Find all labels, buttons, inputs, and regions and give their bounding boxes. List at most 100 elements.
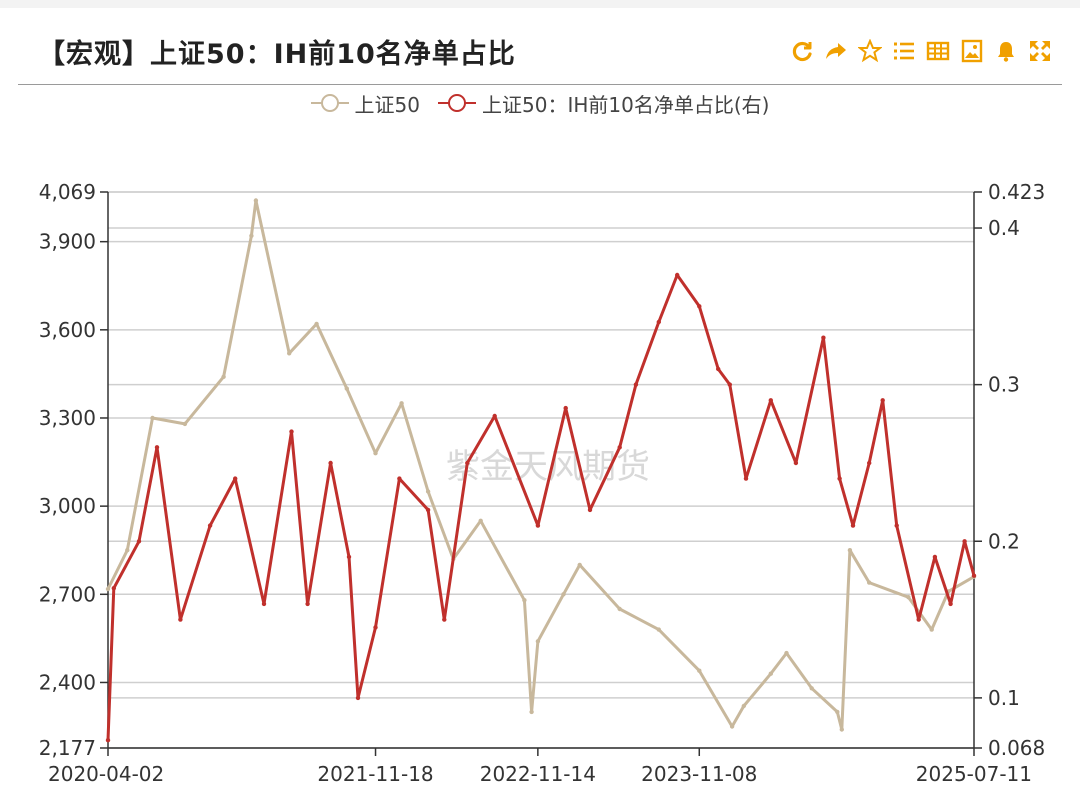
chart-toolbar (789, 38, 1052, 63)
left-tick-label: 2,700 (39, 582, 96, 606)
data-point-ih-net-ratio (880, 398, 885, 403)
data-point-ih-net-ratio (587, 507, 593, 513)
data-point-ih-net-ratio (793, 460, 799, 466)
data-point-ih-net-ratio (656, 319, 661, 325)
data-point-sse50 (182, 421, 188, 427)
right-tick-label: 0.4 (988, 216, 1020, 240)
image-icon[interactable] (959, 38, 984, 63)
left-tick-label: 3,600 (39, 318, 96, 342)
data-point-ih-net-ratio (894, 523, 899, 528)
data-point-sse50 (125, 548, 130, 553)
data-point-ih-net-ratio (850, 523, 856, 528)
x-tick-label: 2025-07-11 (916, 762, 1032, 786)
data-point-sse50 (535, 639, 541, 644)
data-point-ih-net-ratio (207, 523, 213, 528)
table-icon[interactable] (925, 38, 950, 63)
title-divider (18, 84, 1062, 85)
data-point-ih-net-ratio (633, 382, 639, 387)
tick-labels: 2,177 2,400 2,700 3,000 3,300 3,600 3,900 4,069… (39, 180, 1046, 786)
legend-marker-ih-net-ratio (438, 94, 476, 112)
data-point-sse50 (847, 548, 853, 553)
bell-icon[interactable] (993, 38, 1018, 63)
left-tick-label: 2,400 (39, 670, 96, 694)
data-point-ih-net-ratio (442, 617, 447, 622)
data-point-ih-net-ratio (178, 617, 183, 622)
data-point-ih-net-ratio (465, 460, 470, 466)
data-point-sse50 (835, 709, 840, 715)
data-point-ih-net-ratio (397, 476, 402, 481)
data-point-ih-net-ratio (261, 601, 267, 607)
right-tick-label: 0.423 (988, 180, 1045, 204)
legend-label-ih-net-ratio: 上证50：IH前10名净单占比(右) (482, 92, 770, 117)
x-tick-label: 2022-11-14 (480, 762, 596, 786)
data-point-sse50 (344, 386, 349, 391)
star-icon[interactable] (857, 38, 882, 63)
legend-label-sse50: 上证50 (354, 92, 420, 117)
data-point-sse50 (287, 351, 292, 356)
left-tick-label: 3,300 (39, 406, 96, 430)
data-point-ih-net-ratio (563, 405, 568, 411)
data-point-sse50 (529, 709, 534, 715)
legend-item-ih-net-ratio[interactable]: 上证50：IH前10名净单占比(右) (438, 89, 769, 118)
x-tick-label: 2023-11-08 (641, 762, 757, 786)
data-point-ih-net-ratio (821, 335, 826, 340)
data-point-ih-net-ratio (105, 738, 111, 743)
data-point-ih-net-ratio (971, 573, 977, 578)
data-point-ih-net-ratio (425, 507, 431, 513)
legend-marker-sse50 (310, 94, 349, 112)
data-point-ih-net-ratio (716, 366, 721, 372)
data-point-ih-net-ratio (305, 601, 310, 607)
axes (100, 191, 982, 756)
data-point-ih-net-ratio (962, 539, 967, 544)
data-point-ih-net-ratio (535, 523, 541, 528)
data-point-sse50 (656, 627, 661, 632)
data-point-sse50 (249, 233, 254, 238)
x-tick-label: 2021-11-18 (317, 762, 433, 786)
right-tick-label: 0.068 (988, 736, 1045, 760)
data-point-sse50 (577, 562, 582, 568)
data-point-ih-net-ratio (675, 272, 680, 278)
data-point-sse50 (522, 598, 527, 603)
data-point-ih-net-ratio (328, 460, 333, 466)
list-icon[interactable] (891, 38, 916, 63)
fullscreen-icon[interactable] (1027, 38, 1052, 63)
data-point-sse50 (314, 321, 319, 327)
data-point-sse50 (373, 451, 378, 456)
data-point-ih-net-ratio (373, 625, 378, 630)
data-point-ih-net-ratio (837, 476, 842, 481)
data-point-sse50 (478, 518, 483, 523)
data-point-sse50 (729, 724, 735, 729)
data-point-ih-net-ratio (492, 413, 497, 419)
series-lines (105, 198, 977, 743)
data-point-sse50 (741, 703, 746, 709)
data-point-sse50 (561, 592, 566, 597)
right-tick-label: 0.2 (988, 529, 1020, 553)
data-point-sse50 (253, 198, 259, 203)
data-point-ih-net-ratio (697, 304, 702, 309)
data-point-sse50 (809, 686, 814, 691)
data-point-sse50 (768, 671, 773, 676)
top-strip (0, 0, 1080, 8)
data-point-ih-net-ratio (154, 445, 160, 450)
data-point-sse50 (399, 401, 404, 406)
data-point-sse50 (697, 668, 702, 673)
data-point-ih-net-ratio (617, 445, 622, 450)
page-title: 【宏观】上证50：IH前10名净单占比 (38, 39, 516, 70)
refresh-icon[interactable] (789, 38, 814, 63)
data-point-ih-net-ratio (916, 617, 921, 622)
data-point-sse50 (105, 586, 111, 592)
left-tick-label: 3,900 (39, 230, 96, 254)
data-point-sse50 (839, 727, 844, 732)
data-point-ih-net-ratio (743, 476, 749, 481)
data-point-sse50 (150, 415, 155, 421)
data-point-sse50 (784, 650, 789, 656)
chart-legend: 上证50 上证50：IH前10名净单占比(右) (0, 86, 1080, 120)
data-point-sse50 (221, 374, 226, 379)
data-point-sse50 (929, 627, 934, 632)
data-point-ih-net-ratio (355, 695, 361, 701)
left-tick-label: 4,069 (39, 180, 96, 204)
series-line-sse50[interactable] (106, 199, 975, 731)
share-icon[interactable] (823, 38, 848, 63)
legend-item-sse50[interactable]: 上证50 (310, 89, 420, 118)
